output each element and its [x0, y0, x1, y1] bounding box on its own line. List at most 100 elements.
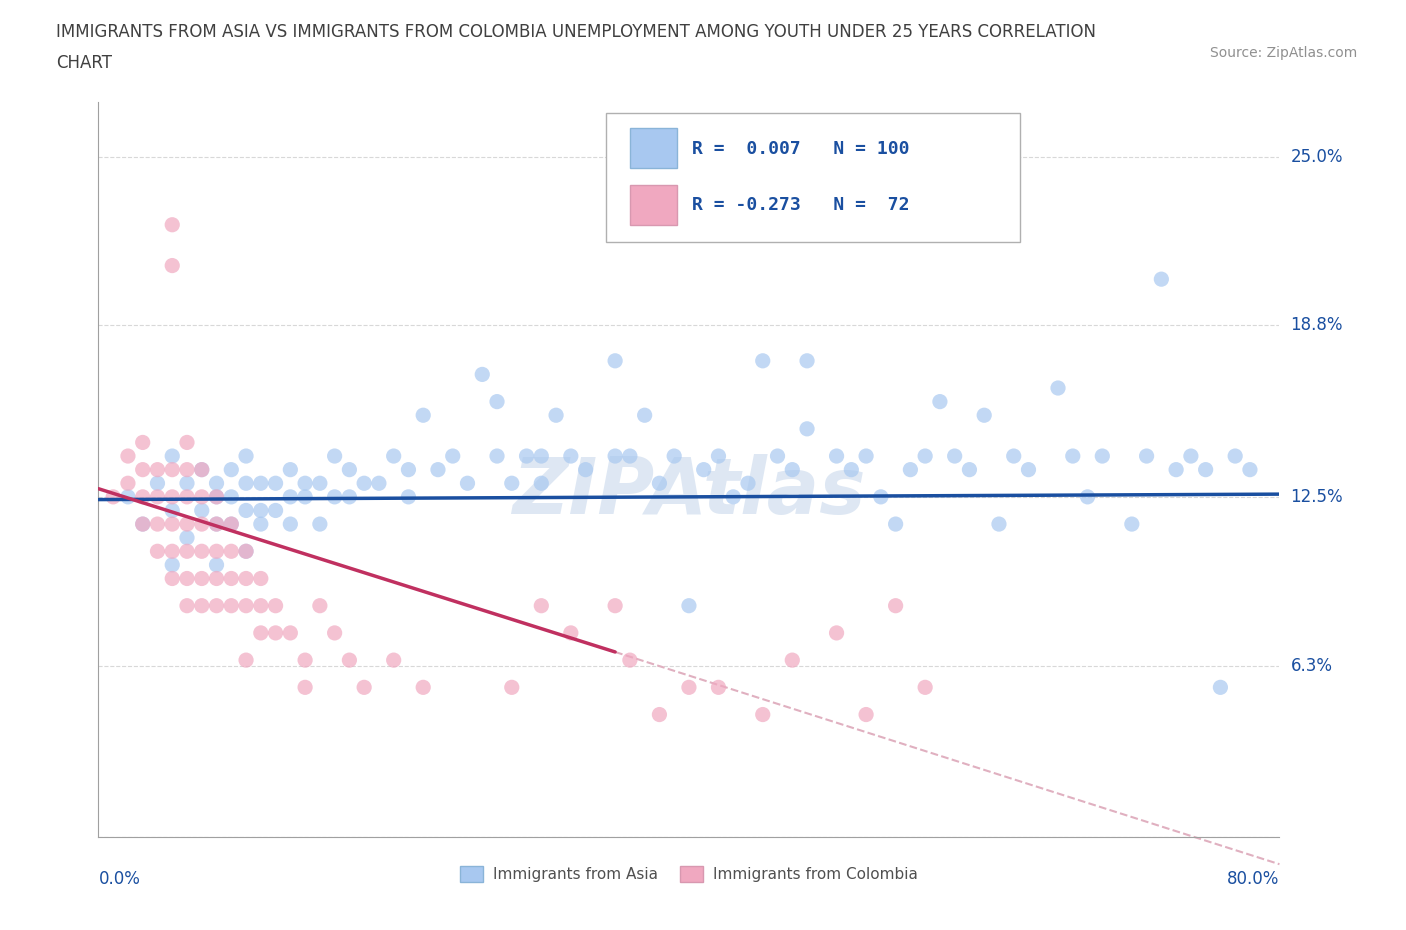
Point	[339, 489, 361, 504]
Point	[280, 489, 302, 504]
Point	[250, 476, 273, 491]
Point	[176, 598, 198, 613]
Point	[221, 517, 243, 532]
Point	[884, 517, 907, 532]
Point	[382, 448, 405, 463]
Text: R = -0.273   N =  72: R = -0.273 N = 72	[693, 196, 910, 214]
Point	[162, 489, 183, 504]
Point	[605, 353, 627, 368]
Text: IMMIGRANTS FROM ASIA VS IMMIGRANTS FROM COLOMBIA UNEMPLOYMENT AMONG YOUTH UNDER : IMMIGRANTS FROM ASIA VS IMMIGRANTS FROM …	[56, 23, 1097, 41]
Point	[294, 476, 316, 491]
Point	[353, 680, 375, 695]
Point	[221, 462, 243, 477]
Point	[294, 680, 316, 695]
Point	[339, 462, 361, 477]
Point	[294, 489, 316, 504]
Point	[870, 489, 893, 504]
Point	[176, 544, 198, 559]
Point	[162, 218, 183, 232]
Point	[855, 448, 877, 463]
Point	[605, 598, 627, 613]
Point	[1121, 517, 1143, 532]
Point	[250, 571, 273, 586]
Point	[825, 626, 848, 641]
Point	[235, 448, 257, 463]
Point	[309, 598, 332, 613]
Point	[398, 462, 420, 477]
Point	[294, 653, 316, 668]
FancyBboxPatch shape	[630, 184, 678, 225]
Point	[339, 653, 361, 668]
Point	[176, 476, 198, 491]
Point	[132, 435, 155, 450]
Point	[782, 653, 804, 668]
Point	[205, 598, 228, 613]
Point	[191, 489, 214, 504]
Point	[648, 476, 671, 491]
Point	[914, 680, 936, 695]
Point	[191, 517, 214, 532]
Point	[929, 394, 952, 409]
Point	[264, 476, 287, 491]
Point	[323, 489, 346, 504]
Point	[162, 448, 183, 463]
Point	[235, 653, 257, 668]
Point	[162, 259, 183, 273]
Point	[264, 626, 287, 641]
Point	[723, 489, 745, 504]
Point	[162, 503, 183, 518]
Point	[323, 448, 346, 463]
Point	[353, 476, 375, 491]
Point	[427, 462, 450, 477]
Point	[235, 503, 257, 518]
Point	[176, 530, 198, 545]
Point	[117, 476, 139, 491]
Point	[250, 503, 273, 518]
Point	[205, 544, 228, 559]
Point	[205, 476, 228, 491]
Text: Source: ZipAtlas.com: Source: ZipAtlas.com	[1209, 46, 1357, 60]
Point	[959, 462, 981, 477]
Point	[546, 407, 568, 422]
Point	[191, 571, 214, 586]
Point	[191, 503, 214, 518]
Point	[205, 571, 228, 586]
Text: 18.8%: 18.8%	[1291, 316, 1343, 335]
Point	[235, 544, 257, 559]
Point	[235, 598, 257, 613]
Point	[221, 571, 243, 586]
Point	[191, 598, 214, 613]
Point	[221, 517, 243, 532]
Point	[117, 448, 139, 463]
Point	[1239, 462, 1261, 477]
Point	[176, 571, 198, 586]
Point	[501, 476, 523, 491]
Point	[914, 448, 936, 463]
Point	[221, 544, 243, 559]
Point	[205, 557, 228, 572]
Point	[146, 489, 169, 504]
Text: 80.0%: 80.0%	[1227, 870, 1279, 888]
Point	[146, 544, 169, 559]
Point	[176, 435, 198, 450]
Point	[560, 626, 582, 641]
Text: 25.0%: 25.0%	[1291, 148, 1343, 166]
Point	[530, 598, 553, 613]
Text: 0.0%: 0.0%	[98, 870, 141, 888]
Point	[471, 367, 494, 382]
Point	[752, 707, 775, 722]
Point	[146, 462, 169, 477]
Point	[117, 489, 139, 504]
Point	[250, 598, 273, 613]
Point	[1077, 489, 1099, 504]
Point	[132, 517, 155, 532]
Point	[737, 476, 759, 491]
Point	[678, 598, 700, 613]
Point	[1062, 448, 1084, 463]
Point	[1018, 462, 1040, 477]
Point	[162, 462, 183, 477]
Point	[884, 598, 907, 613]
Point	[501, 680, 523, 695]
Point	[664, 448, 686, 463]
Text: R =  0.007   N = 100: R = 0.007 N = 100	[693, 140, 910, 157]
